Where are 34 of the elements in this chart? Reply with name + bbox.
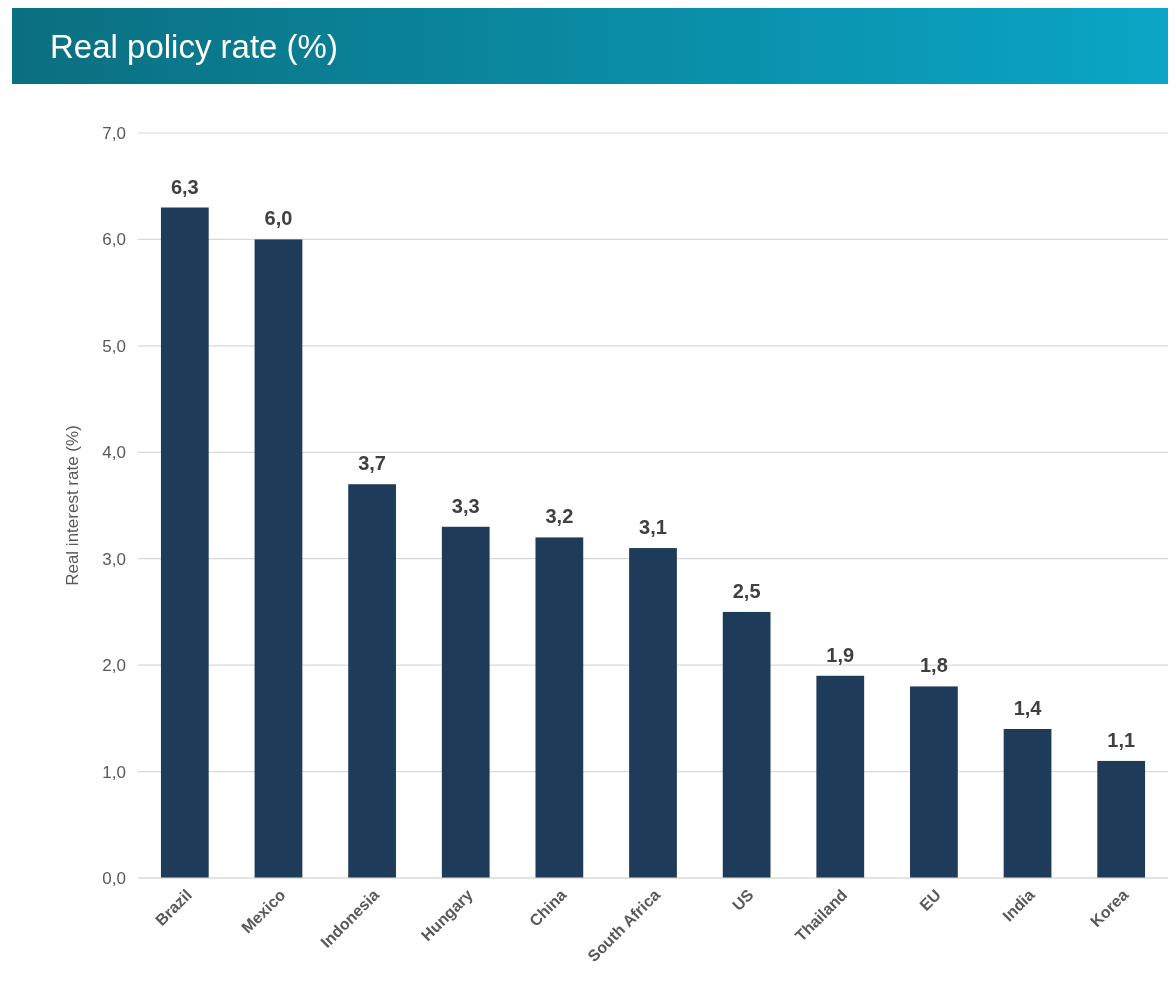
y-tick-label: 1,0 <box>102 762 126 782</box>
bar <box>1097 760 1146 878</box>
bar <box>816 675 865 878</box>
bar <box>160 207 209 878</box>
data-label: 2,5 <box>732 579 761 602</box>
y-tick-label: 3,0 <box>102 549 126 569</box>
y-axis-title: Real interest rate (%) <box>63 425 82 586</box>
bar <box>441 526 490 878</box>
bar <box>535 537 584 878</box>
y-tick-label: 5,0 <box>102 336 126 356</box>
bar <box>1003 729 1052 878</box>
y-tick-label: 0,0 <box>102 868 126 888</box>
y-tick-label: 4,0 <box>102 443 126 463</box>
x-tick-label: EU <box>916 886 945 914</box>
bar <box>629 548 677 878</box>
bar <box>910 686 958 878</box>
data-label: 1,8 <box>920 654 948 677</box>
y-tick-label: 7,0 <box>102 123 126 143</box>
data-label: 1,1 <box>1107 728 1136 751</box>
data-label: 1,4 <box>1013 697 1043 719</box>
data-label: 3,3 <box>451 494 480 517</box>
bar <box>254 239 303 878</box>
data-label: 6,0 <box>264 207 293 230</box>
x-tick-label: US <box>729 885 757 914</box>
bar <box>722 611 771 878</box>
data-label: 1,9 <box>826 643 855 666</box>
data-label: 3,7 <box>358 452 386 475</box>
data-label: 3,2 <box>545 505 574 528</box>
data-label: 6,3 <box>170 175 199 198</box>
data-label: 3,1 <box>639 516 667 539</box>
y-tick-label: 2,0 <box>102 656 126 676</box>
y-tick-label: 6,0 <box>102 230 126 250</box>
bar <box>348 484 396 878</box>
chart-title: Real policy rate (%) <box>50 28 338 65</box>
